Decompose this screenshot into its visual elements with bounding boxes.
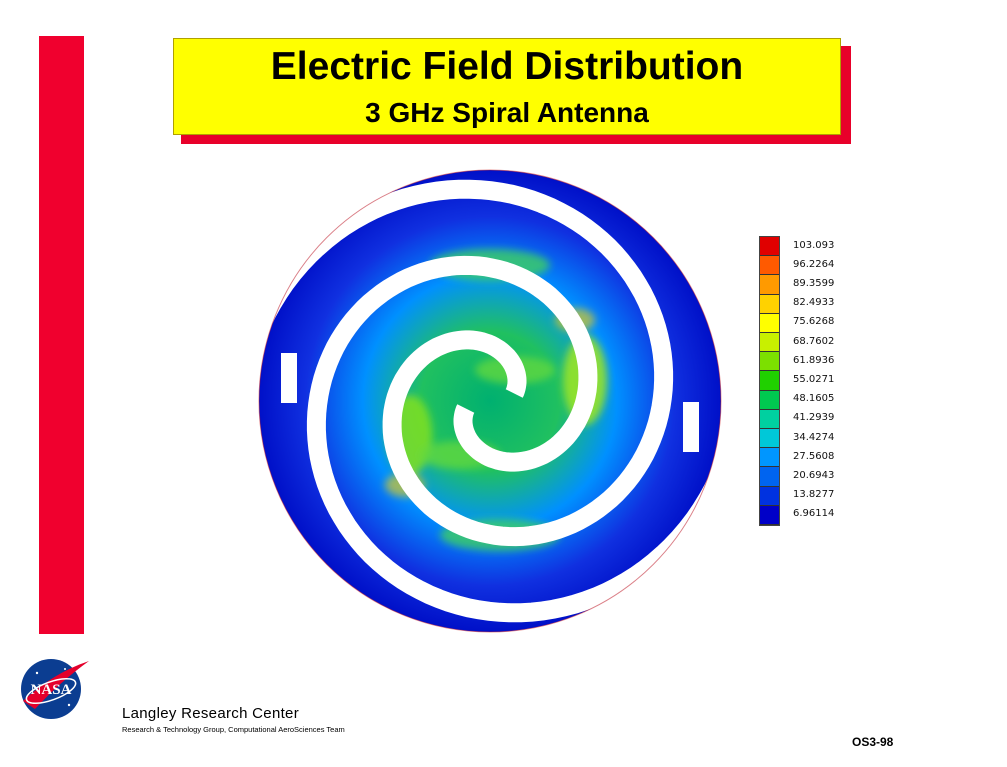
field-disc bbox=[259, 170, 721, 632]
right-gap bbox=[683, 402, 699, 452]
colorbar-label: 68.7602 bbox=[793, 335, 835, 347]
colorbar-swatch bbox=[760, 313, 779, 333]
colorbar-label: 48.1605 bbox=[793, 393, 835, 405]
colorbar-swatch bbox=[760, 390, 779, 410]
center-name: Langley Research Center bbox=[122, 705, 299, 722]
colorbar-label: 41.2939 bbox=[793, 412, 835, 424]
disc-rim bbox=[258, 169, 722, 633]
left-red-bar bbox=[39, 36, 84, 634]
colorbar-label: 20.6943 bbox=[793, 470, 835, 481]
spiral-gaps bbox=[259, 170, 721, 632]
colorbar-label: 75.6268 bbox=[793, 316, 835, 328]
colorbar-swatch bbox=[760, 409, 779, 429]
svg-text:NASA: NASA bbox=[31, 682, 72, 698]
colorbar-swatch bbox=[760, 505, 779, 525]
colorbar bbox=[759, 236, 780, 526]
title-box: Electric Field Distribution 3 GHz Spiral… bbox=[173, 38, 841, 135]
colorbar-label: 96.2264 bbox=[793, 258, 835, 270]
colorbar-label: 13.8277 bbox=[793, 489, 835, 501]
colorbar-label: 82.4933 bbox=[793, 297, 835, 309]
colorbar-swatch bbox=[760, 352, 779, 372]
colorbar-label: 27.5608 bbox=[793, 450, 835, 462]
colorbar-legend: 103.093 96.2264 89.3599 82.4933 75.6268 68.76… bbox=[759, 236, 859, 536]
colorbar-swatch bbox=[760, 448, 779, 468]
slide-title: Electric Field Distribution bbox=[270, 45, 744, 88]
colorbar-swatch bbox=[760, 467, 779, 487]
field-plot bbox=[255, 165, 725, 637]
spiral-arm-2 bbox=[259, 170, 721, 623]
colorbar-label: 61.8936 bbox=[793, 354, 835, 366]
colorbar-label: 34.4274 bbox=[793, 431, 835, 443]
left-gap bbox=[281, 353, 297, 403]
team-name: Research & Technology Group, Computation… bbox=[122, 725, 345, 734]
spiral-arm-1 bbox=[259, 179, 721, 632]
nasa-logo: NASA bbox=[17, 655, 91, 721]
colorbar-swatch bbox=[760, 275, 779, 295]
colorbar-swatch bbox=[760, 371, 779, 391]
colorbar-label: 103.093 bbox=[793, 239, 835, 251]
colorbar-label: 55.0271 bbox=[793, 374, 835, 385]
colorbar-swatch bbox=[760, 237, 779, 257]
colorbar-swatch bbox=[760, 486, 779, 506]
spiral-field-graphic bbox=[258, 169, 722, 633]
colorbar-label: 6.96114 bbox=[793, 508, 835, 520]
colorbar-label: 89.3599 bbox=[793, 278, 835, 289]
slide-subtitle: 3 GHz Spiral Antenna bbox=[365, 97, 649, 128]
colorbar-swatch bbox=[760, 294, 779, 314]
colorbar-swatch bbox=[760, 333, 779, 353]
colorbar-swatch bbox=[760, 429, 779, 449]
colorbar-swatch bbox=[760, 256, 779, 276]
slide-code: OS3-98 bbox=[852, 735, 894, 749]
